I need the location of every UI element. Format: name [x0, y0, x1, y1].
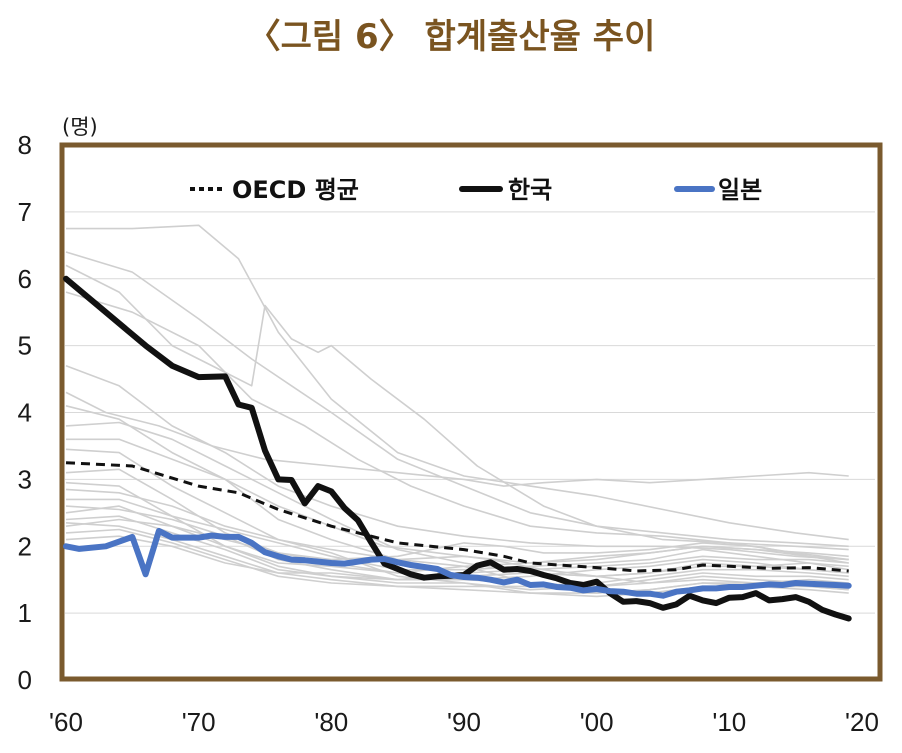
x-tick-label: '80 [314, 707, 348, 737]
y-tick-label: 3 [18, 464, 32, 494]
x-tick-label: '20 [845, 707, 879, 737]
gridlines [65, 211, 875, 614]
background-country-line [66, 224, 849, 541]
background-country-line [65, 391, 849, 487]
background-country-line [65, 528, 849, 588]
background-country-line [65, 421, 849, 591]
legend: OECD 평균 한국 일본 [190, 176, 762, 204]
x-axis-ticks: '60 '70 '80 '90 '00 '10 '20 [49, 707, 879, 737]
y-tick-label: 1 [18, 598, 32, 628]
background-country-line [65, 364, 849, 561]
legend-label-japan: 일본 [718, 176, 762, 204]
background-country-line [65, 291, 849, 561]
x-tick-label: '60 [49, 707, 83, 737]
y-tick-label: 6 [18, 264, 32, 294]
legend-label-oecd: OECD 평균 [232, 176, 359, 204]
background-country-line [65, 522, 849, 594]
y-tick-label: 5 [18, 331, 32, 361]
series-line-japan [63, 527, 852, 599]
legend-label-korea: 한국 [508, 176, 552, 204]
y-axis-ticks: 0 1 2 3 4 5 6 7 8 [18, 130, 32, 695]
background-country-line [65, 251, 849, 548]
highlighted-series [63, 275, 852, 622]
y-tick-label: 0 [18, 665, 32, 695]
background-country-line [66, 498, 849, 571]
background-country-line [65, 518, 849, 574]
y-tick-label: 7 [18, 197, 32, 227]
chart-title: 〈그림 6〉 합계출산율 추이 [247, 17, 656, 57]
series-line-korea [63, 275, 852, 622]
y-axis-unit-label: (명) [62, 115, 98, 139]
series-line-oecd-average [65, 461, 849, 573]
x-tick-label: '10 [712, 707, 746, 737]
x-tick-label: '00 [580, 707, 614, 737]
background-country-line [65, 264, 849, 551]
y-tick-label: 2 [18, 531, 32, 561]
y-tick-label: 8 [18, 130, 32, 160]
x-tick-label: '90 [447, 707, 481, 737]
y-tick-label: 4 [18, 398, 32, 428]
x-tick-label: '70 [182, 707, 216, 737]
